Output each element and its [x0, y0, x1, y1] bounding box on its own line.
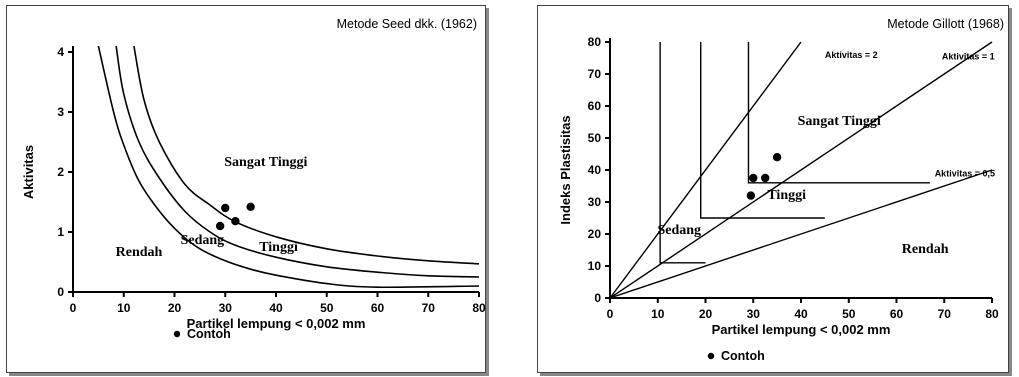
region-label: Sangat Tinggi: [798, 114, 881, 129]
sample-point: [246, 202, 255, 211]
x-tick-label: 70: [938, 307, 952, 321]
region-label: Rendah: [902, 242, 949, 257]
sample-point: [772, 153, 782, 162]
chart-title: Metode Gillott (1968): [887, 17, 1004, 31]
region-label: Sedang: [657, 223, 701, 238]
y-tick-label: 1: [57, 225, 64, 239]
y-tick-label: 0: [594, 291, 601, 305]
x-tick-label: 10: [117, 301, 131, 315]
activity-line-2: [609, 41, 993, 299]
x-axis-label: Partikel lempung < 0,002 mm: [187, 316, 366, 331]
region-label: Rendah: [116, 245, 163, 260]
x-axis-label: Partikel lempung < 0,002 mm: [712, 322, 891, 337]
y-tick-label: 50: [588, 131, 602, 145]
activity-line-label: Aktivitas = 0,5: [935, 168, 995, 178]
x-tick-label: 80: [985, 307, 999, 321]
sample-point: [746, 191, 756, 200]
y-tick-label: 10: [588, 259, 602, 273]
x-tick-label: 20: [699, 307, 713, 321]
legend-marker: [173, 330, 181, 338]
y-tick-label: 70: [588, 67, 602, 81]
x-tick-label: 30: [747, 307, 761, 321]
sample-point: [749, 173, 758, 183]
x-tick-label: 0: [607, 307, 614, 321]
y-tick-label: 40: [588, 163, 602, 177]
legend-label: Contoh: [187, 327, 231, 341]
x-tick-label: 50: [842, 307, 856, 321]
sample-point: [231, 217, 240, 226]
region-label: Tinggi: [259, 240, 298, 255]
x-tick-label: 60: [890, 307, 904, 321]
sample-point: [760, 173, 770, 183]
region-label: Tinggi: [767, 188, 806, 203]
zone-boundary-2: [700, 42, 825, 219]
activity-line-label: Aktivitas = 2: [825, 50, 878, 60]
region-label: Sedang: [181, 233, 225, 248]
zone-boundary-1: [659, 42, 706, 264]
y-tick-label: 3: [57, 105, 64, 119]
y-tick-label: 20: [588, 227, 602, 241]
y-tick-label: 60: [588, 99, 602, 113]
x-tick-label: 60: [371, 301, 385, 315]
x-tick-label: 50: [320, 301, 334, 315]
gillott-chart-panel: Metode Gillott (1968) 0 10 20 30 40 50 60 70 80 0 1…: [537, 5, 1009, 373]
x-tick-label: 40: [269, 301, 283, 315]
y-tick-label: 4: [57, 45, 64, 59]
x-tick-label: 80: [472, 301, 486, 315]
gillott-chart: Metode Gillott (1968) 0 10 20 30 40 50 60 70 80 0 1…: [558, 17, 1004, 363]
x-tick-label: 10: [651, 307, 665, 321]
sample-point: [221, 203, 230, 213]
chart-title: Metode Seed dkk. (1962): [337, 17, 477, 31]
x-tick-label: 0: [70, 301, 77, 315]
x-tick-label: 30: [219, 301, 233, 315]
activity-line-1: [609, 41, 802, 299]
y-tick-label: 80: [588, 35, 602, 49]
sample-point: [215, 221, 225, 231]
y-tick-label: 0: [57, 285, 64, 299]
y-tick-label: 2: [57, 165, 64, 179]
seed-chart: Metode Seed dkk. (1962)0 10 20 30 40 50 60 70 80…: [21, 17, 486, 341]
legend-marker: [707, 352, 715, 360]
y-axis-label: Aktivitas: [21, 145, 36, 199]
activity-curve-1: [97, 46, 479, 289]
legend-label: Contoh: [721, 349, 765, 363]
x-tick-label: 70: [422, 301, 436, 315]
y-tick-label: 30: [588, 195, 602, 209]
activity-line-label: Aktivitas = 1: [942, 52, 995, 62]
x-tick-label: 40: [794, 307, 808, 321]
seed-chart-panel: Metode Seed dkk. (1962) 0 10 20 30 40 50 60 70 80…: [6, 5, 486, 373]
activity-curve-2: [115, 46, 479, 278]
activity-line-3: [609, 169, 993, 299]
zone-boundary-3: [747, 42, 930, 184]
x-tick-label: 20: [168, 301, 182, 315]
y-axis-label: Indeks Plastisitas: [558, 115, 573, 224]
region-label: Sangat Tinggi: [224, 155, 307, 170]
